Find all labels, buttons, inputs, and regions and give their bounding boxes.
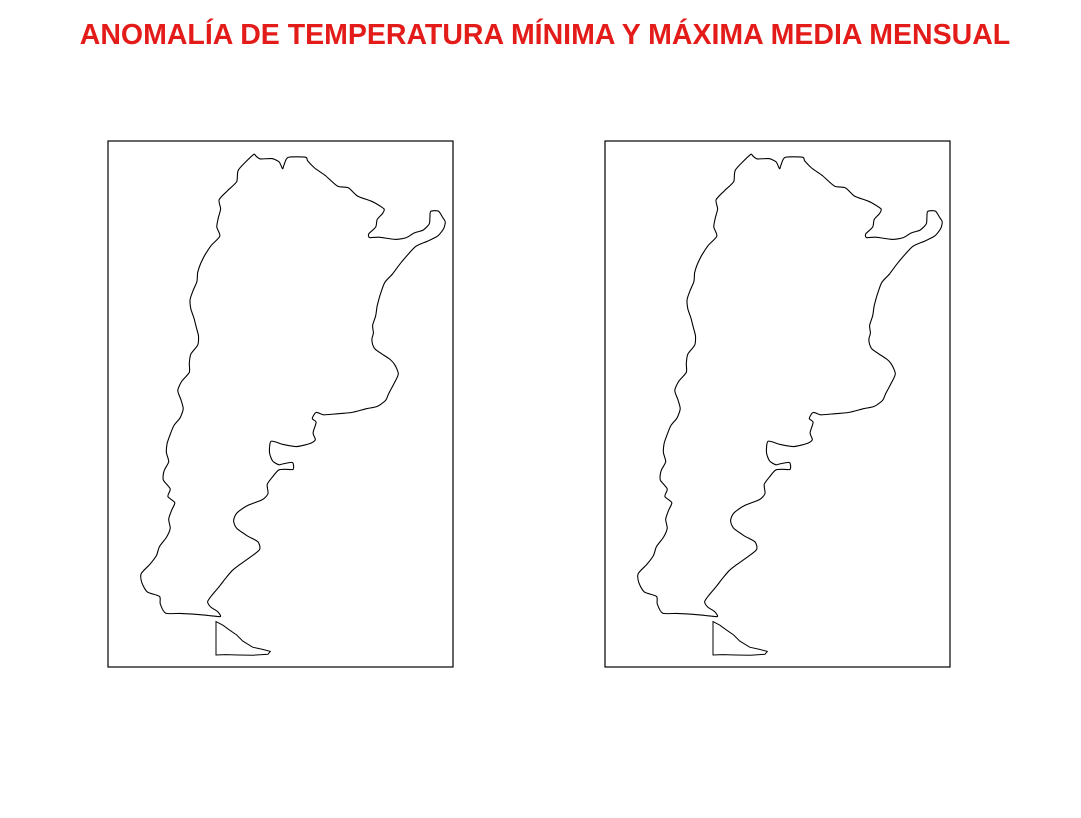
svg-text:ANOMALÍA DE TEMPERATURA MÍNIMA: ANOMALÍA DE TEMPERATURA MÍNIMA Y MÁXIMA … (80, 19, 1010, 51)
